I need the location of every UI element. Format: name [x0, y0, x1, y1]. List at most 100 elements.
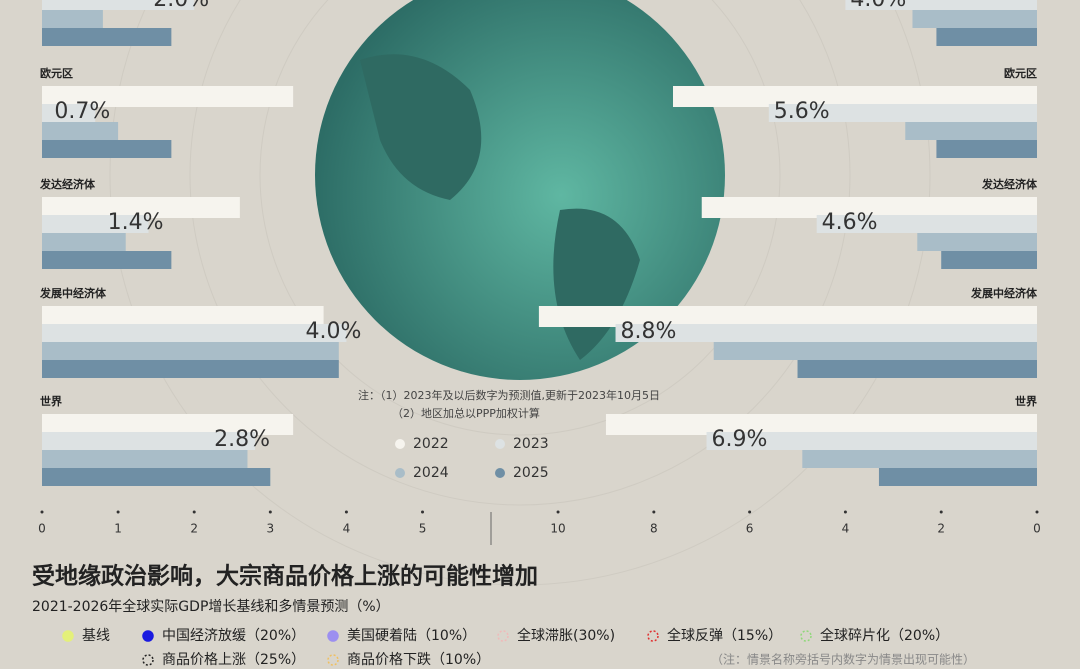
note: （2）地区加总以PPP加权计算	[392, 406, 540, 420]
region-label: 发展中经济体	[970, 286, 1038, 300]
scenario-label: 商品价格下跌（10%）	[347, 652, 490, 668]
continents	[360, 54, 640, 361]
scenario-label: 商品价格上涨（25%）	[162, 652, 305, 668]
region-label: 欧元区	[40, 66, 73, 80]
legend-swatch	[395, 439, 405, 449]
bar	[701, 197, 1037, 218]
region-label: 世界	[1015, 394, 1037, 408]
bar	[42, 140, 172, 158]
x-tick-label: 0	[1033, 522, 1041, 536]
bar	[941, 251, 1037, 269]
bar	[605, 414, 1037, 435]
note: 注：（1）2023年及以后数字为预测值,更新于2023年10月5日	[358, 388, 660, 402]
bar	[42, 28, 172, 46]
bar	[713, 342, 1037, 360]
legend-swatch	[495, 439, 505, 449]
bar	[845, 0, 1037, 10]
scenario-label: 基线	[82, 627, 110, 644]
tick-mark	[652, 510, 656, 514]
value-label: 2.0%	[153, 0, 209, 12]
scenario-swatch	[142, 630, 154, 642]
scenario-swatch	[647, 630, 659, 642]
x-tick-label: 1	[114, 522, 122, 536]
bar	[42, 215, 149, 233]
scenario-swatch	[327, 630, 339, 642]
bar	[706, 432, 1037, 450]
bar	[878, 468, 1037, 486]
bar	[42, 360, 339, 378]
tick-mark	[40, 510, 44, 514]
region-label: 发达经济体	[981, 177, 1038, 191]
footer-note: （注：情景名称旁括号内数字为情景出现可能性）	[711, 652, 975, 667]
footer-subtitle: 2021-2026年全球实际GDP增长基线和多情景预测（%）	[32, 598, 390, 615]
bar	[42, 251, 172, 269]
region-label: 发展中经济体	[39, 286, 107, 300]
x-tick-label: 2	[190, 522, 198, 536]
legend-swatch	[395, 468, 405, 478]
legend-label: 2025	[513, 465, 549, 481]
tick-mark	[421, 510, 425, 514]
bar	[802, 450, 1037, 468]
region-label: 欧元区	[1004, 66, 1037, 80]
x-tick-label: 4	[343, 522, 351, 536]
bar	[905, 122, 1037, 140]
bar	[42, 342, 339, 360]
scenario-swatch	[62, 630, 74, 642]
x-tick-label: 2	[937, 522, 945, 536]
legend-swatch	[495, 468, 505, 478]
tick-mark	[1035, 510, 1039, 514]
bar	[42, 86, 294, 107]
legend-label: 2022	[413, 436, 449, 452]
value-label: 5.6%	[774, 99, 830, 124]
bar	[42, 414, 294, 435]
bar	[42, 450, 248, 468]
x-tick-label: 8	[650, 522, 658, 536]
scenario-label: 美国硬着陆（10%）	[347, 628, 476, 644]
value-label: 6.9%	[712, 427, 768, 452]
bar	[42, 122, 119, 140]
region-label: 世界	[40, 394, 62, 408]
bar	[615, 324, 1037, 342]
bar	[42, 468, 271, 486]
scenario-swatch	[142, 654, 154, 666]
bar	[673, 86, 1037, 107]
tick-mark	[116, 510, 120, 514]
bar	[936, 140, 1037, 158]
scenario-swatch	[327, 654, 339, 666]
tick-mark	[268, 510, 272, 514]
bar	[538, 306, 1037, 327]
tick-mark	[939, 510, 943, 514]
bar	[42, 324, 347, 342]
value-label: 2.8%	[214, 427, 270, 452]
tick-mark	[344, 510, 348, 514]
x-tick-label: 4	[842, 522, 850, 536]
scenario-label: 全球碎片化（20%）	[820, 627, 949, 644]
value-label: 4.0%	[306, 319, 362, 344]
value-label: 0.7%	[54, 99, 110, 124]
value-label: 8.8%	[621, 319, 677, 344]
scenario-label: 全球反弹（15%）	[667, 627, 782, 644]
tick-mark	[556, 510, 560, 514]
scenario-label: 中国经济放缓（20%）	[162, 628, 305, 644]
legend-label: 2024	[413, 465, 449, 481]
bar	[42, 0, 195, 10]
background-rings	[109, 0, 931, 586]
scenario-label: 全球滞胀(30%)	[517, 627, 615, 644]
x-tick-label: 10	[550, 522, 565, 536]
bar	[42, 432, 256, 450]
bar	[42, 306, 324, 327]
x-tick-label: 6	[746, 522, 754, 536]
bar	[912, 10, 1037, 28]
value-label: 4.6%	[822, 210, 878, 235]
x-tick-label: 0	[38, 522, 46, 536]
footer-title: 受地缘政治影响，大宗商品价格上涨的可能性增加	[32, 563, 538, 590]
bar	[768, 104, 1037, 122]
tick-mark	[192, 510, 196, 514]
bar	[42, 10, 103, 28]
bar	[816, 215, 1037, 233]
bar	[936, 28, 1037, 46]
value-label: 4.0%	[850, 0, 906, 12]
value-label: 1.4%	[108, 210, 164, 235]
bar	[797, 360, 1037, 378]
